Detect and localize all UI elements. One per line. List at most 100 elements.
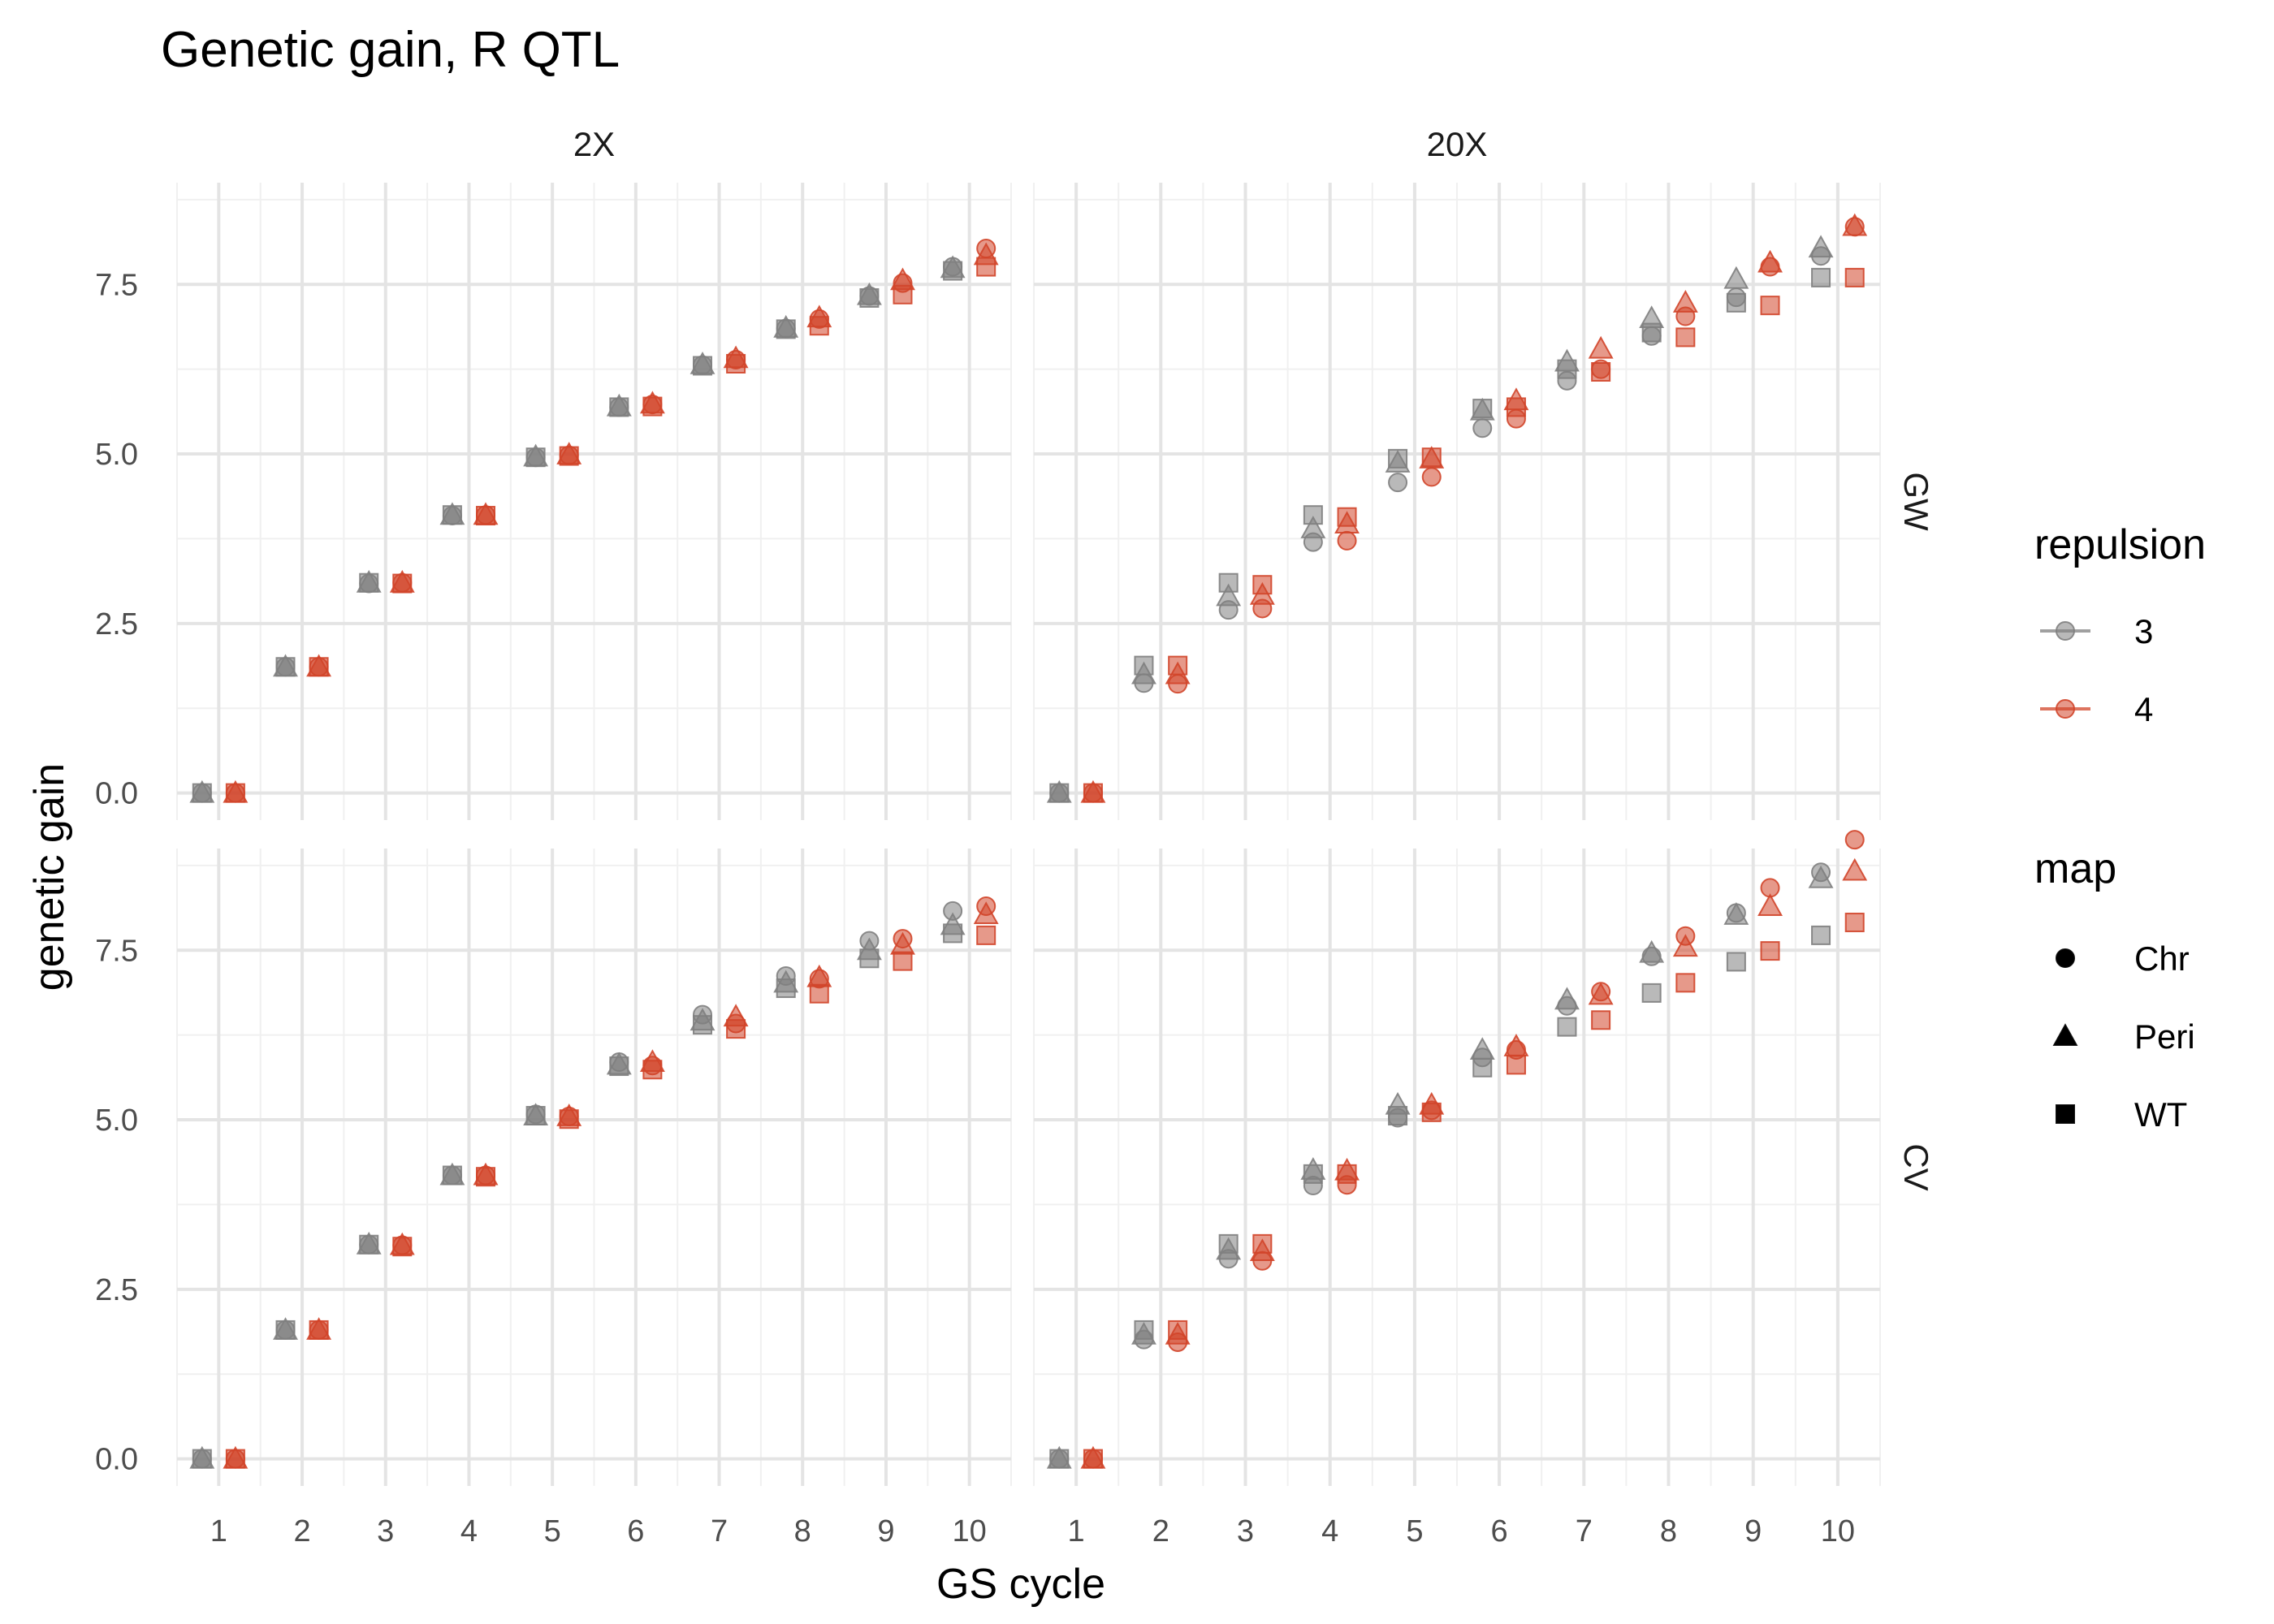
- data-point: [559, 446, 579, 466]
- data-point: [1337, 1164, 1357, 1184]
- x-tick-label: 3: [377, 1514, 394, 1548]
- data-point: [1557, 1017, 1577, 1037]
- legend: repulsion 3 4 map Chr Peri WT: [2034, 521, 2206, 1134]
- x-tick-label: 8: [794, 1514, 811, 1548]
- data-point: [726, 1019, 746, 1039]
- data-point: [893, 284, 913, 304]
- x-tick-label: 1: [210, 1514, 227, 1548]
- data-point: [1252, 575, 1273, 595]
- y-axis-title: genetic gain: [26, 763, 73, 991]
- x-tick-label: 2: [1152, 1514, 1169, 1548]
- data-point: [976, 257, 996, 277]
- x-tick-label: 4: [460, 1514, 478, 1548]
- data-point: [1844, 913, 1865, 933]
- data-point: [776, 319, 796, 339]
- data-point: [1134, 1320, 1154, 1340]
- legend-title-map: map: [2034, 845, 2116, 892]
- data-point: [442, 1165, 462, 1186]
- data-point: [192, 783, 212, 803]
- data-point: [859, 287, 880, 308]
- x-tick-label: 2: [293, 1514, 310, 1548]
- data-point: [1588, 982, 1614, 1005]
- data-point: [693, 1015, 713, 1035]
- data-point: [1303, 505, 1323, 525]
- facet-col-label: 2X: [573, 125, 615, 163]
- data-point: [309, 1320, 329, 1340]
- data-point: [525, 1106, 546, 1126]
- data-point: [1421, 1102, 1442, 1122]
- legend-label: 3: [2134, 612, 2153, 650]
- data-point: [1049, 1449, 1070, 1469]
- data-point: [1672, 290, 1698, 313]
- data-point: [225, 783, 245, 803]
- y-tick-label: 0.0: [95, 777, 138, 811]
- legend-key-shape: [2052, 1023, 2078, 1046]
- x-tick-label: 4: [1321, 1514, 1338, 1548]
- data-point: [1808, 235, 1834, 258]
- y-tick-label: 5.0: [95, 438, 138, 472]
- x-axis-title: GS cycle: [936, 1561, 1105, 1608]
- data-point: [1388, 473, 1408, 493]
- data-point: [1388, 448, 1408, 469]
- data-point: [1842, 213, 1868, 236]
- data-point: [1726, 292, 1746, 313]
- legend-key-shape: [2056, 948, 2075, 968]
- data-point: [1049, 783, 1070, 803]
- facet-col-label: 20X: [1427, 125, 1488, 163]
- legend-key-shape: [2056, 1104, 2075, 1124]
- data-point: [976, 925, 996, 945]
- facet-row-label: CV: [1897, 1143, 1935, 1190]
- data-point: [1675, 327, 1696, 348]
- data-point: [1808, 865, 1834, 888]
- x-tick-label: 9: [877, 1514, 894, 1548]
- data-point: [1252, 1233, 1273, 1254]
- data-point: [1844, 830, 1865, 850]
- legend-title-repulsion: repulsion: [2034, 521, 2206, 568]
- data-point: [1811, 925, 1831, 945]
- data-point: [1421, 467, 1442, 487]
- x-tick-label: 10: [953, 1514, 987, 1548]
- data-point: [1421, 447, 1442, 468]
- data-point: [475, 1167, 495, 1187]
- legend-key-point: [2056, 699, 2075, 719]
- x-tick-label: 8: [1660, 1514, 1677, 1548]
- x-tick-label: 7: [711, 1514, 728, 1548]
- data-point: [309, 657, 329, 677]
- chart-title: Genetic gain, R QTL: [161, 22, 620, 78]
- data-point: [1337, 507, 1357, 527]
- y-tick-label: 5.0: [95, 1104, 138, 1138]
- data-point: [943, 923, 963, 944]
- x-tick-label: 5: [544, 1514, 561, 1548]
- facet-panels: [176, 183, 1881, 1486]
- data-point: [776, 978, 796, 999]
- x-tick-label: 1: [1068, 1514, 1085, 1548]
- data-point: [1723, 902, 1749, 925]
- x-tick-label: 6: [627, 1514, 644, 1548]
- x-tick-label: 5: [1406, 1514, 1423, 1548]
- data-point: [1760, 296, 1780, 316]
- data-point: [1218, 572, 1239, 593]
- x-tick-label: 10: [1821, 1514, 1855, 1548]
- data-point: [609, 1056, 629, 1077]
- data-point: [859, 948, 880, 969]
- data-point: [1842, 857, 1868, 881]
- y-tick-label: 2.5: [95, 1273, 138, 1307]
- x-tick-label: 7: [1576, 1514, 1593, 1548]
- data-point: [1472, 418, 1493, 438]
- y-tick-label: 2.5: [95, 607, 138, 641]
- data-point: [1218, 1233, 1239, 1254]
- data-point: [1811, 267, 1831, 287]
- panel-CV-2X: [176, 849, 1012, 1486]
- data-point: [1168, 1320, 1188, 1340]
- data-point: [1083, 1449, 1103, 1469]
- data-point: [1472, 1057, 1493, 1078]
- data-point: [1723, 266, 1749, 289]
- data-point: [726, 353, 746, 374]
- data-point: [1554, 987, 1580, 1010]
- data-point: [1303, 1164, 1323, 1184]
- legend-label: Chr: [2134, 939, 2190, 978]
- panel-GW-2X: [176, 183, 1012, 820]
- data-point: [1675, 973, 1696, 993]
- data-point: [1641, 322, 1662, 343]
- legend-label: 4: [2134, 690, 2153, 728]
